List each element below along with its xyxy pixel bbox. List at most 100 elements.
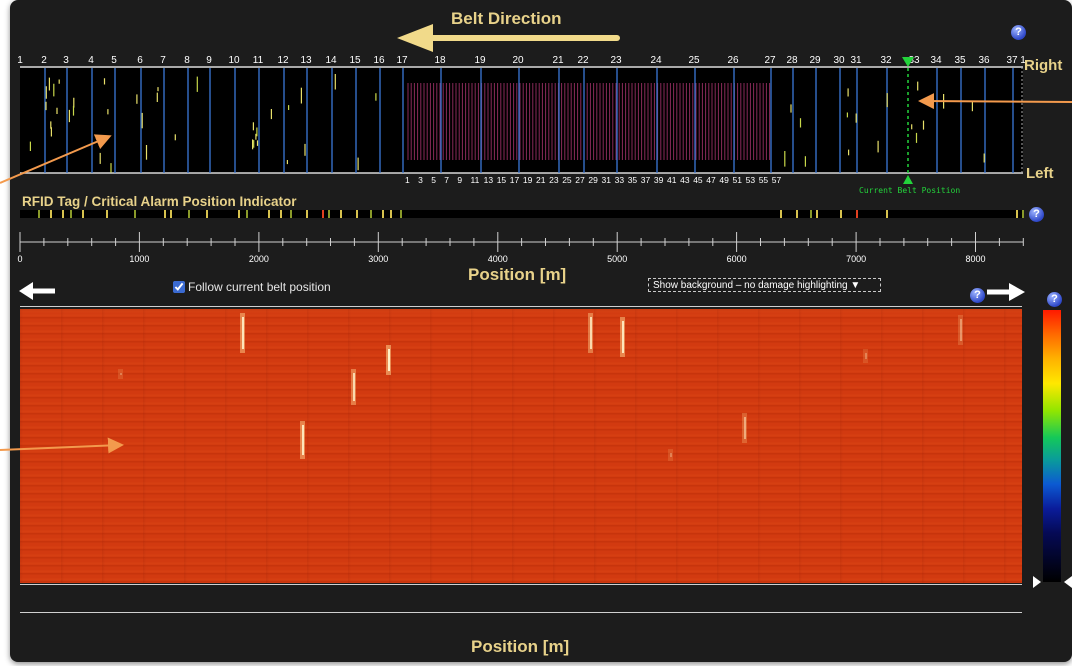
background-mode-select[interactable]: Show background – no damage highlighting…: [648, 278, 881, 292]
segment-number: 6: [137, 55, 143, 66]
rfid-tag-marker: [390, 210, 392, 218]
help-icon[interactable]: ?: [1047, 292, 1062, 307]
segment-number: 15: [349, 55, 361, 66]
scroll-left-arrow-icon[interactable]: [19, 281, 57, 301]
segment-number: 37: [1006, 55, 1018, 66]
splice-number: 29: [588, 175, 598, 185]
rfid-tag-marker: [356, 210, 358, 218]
splice-number: 37: [641, 175, 651, 185]
rfid-tag-marker: [164, 210, 166, 218]
belt-direction-arrow-icon: [397, 24, 620, 52]
follow-checkbox[interactable]: [173, 281, 185, 293]
axis-tick-label: 2000: [249, 254, 269, 264]
follow-checkbox-label: Follow current belt position: [188, 280, 331, 294]
rfid-tag-marker: [206, 210, 208, 218]
segment-number: 34: [930, 55, 942, 66]
splice-number: 21: [536, 175, 546, 185]
splice-number: 51: [733, 175, 743, 185]
damage-streak: [388, 349, 390, 371]
help-icon[interactable]: ?: [1011, 25, 1026, 40]
segment-number: 25: [688, 55, 700, 66]
rfid-tag-marker: [780, 210, 782, 218]
splice-number: 13: [484, 175, 494, 185]
current-position-marker-icon: [902, 57, 914, 67]
segment-number: 28: [786, 55, 798, 66]
axis-tick-label: 6000: [727, 254, 747, 264]
rfid-indicator-title: RFID Tag / Critical Alarm Position Indic…: [22, 194, 297, 209]
damage-streak-glow: [958, 315, 963, 345]
segment-number: 11: [253, 55, 264, 66]
annotation-arrow-heatmap: [0, 437, 124, 454]
splice-number: 9: [457, 175, 462, 185]
damage-streak: [590, 317, 592, 349]
color-scale-bar: [1043, 310, 1061, 582]
segment-number: 21: [552, 55, 564, 66]
belt-damage-heatmap[interactable]: [20, 309, 1022, 583]
rfid-tag-marker: [70, 210, 72, 218]
segment-number: 24: [650, 55, 662, 66]
rfid-tag-marker: [50, 210, 52, 218]
splice-number: 23: [549, 175, 559, 185]
splice-number: 7: [444, 175, 449, 185]
belt-monitor-panel: Belt Direction ? 1 2 3 4 5 6 7 8 9 10 11 12 13 14 15 16…: [10, 0, 1072, 662]
segment-number: 16: [373, 55, 385, 66]
segment-number: 32: [880, 55, 892, 66]
rfid-tag-marker: [290, 210, 292, 218]
heatmap-bottom-divider: [20, 584, 1022, 585]
annotation-arrow-segments: [0, 134, 112, 184]
rfid-tag-marker: [796, 210, 798, 218]
belt-segment-overview: 1 2 3 4 5 6 7 8 9 10 11 12 13 14 15 16 17 18 19 20 21 22 23 24 2…: [17, 55, 1026, 185]
axis-tick-label: 0: [17, 254, 22, 264]
belt-direction-label: Belt Direction: [451, 9, 562, 28]
splice-number: 1: [405, 175, 410, 185]
rfid-tag-marker: [840, 210, 842, 218]
rfid-tag-marker: [370, 210, 372, 218]
segment-number: 29: [809, 55, 821, 66]
axis-tick-label: 4000: [488, 254, 508, 264]
damage-streak: [353, 373, 355, 401]
rfid-tag-marker: [238, 210, 240, 218]
rfid-tag-marker: [38, 210, 40, 218]
splice-number: 57: [772, 175, 782, 185]
splice-number: 19: [523, 175, 533, 185]
splice-number: 33: [615, 175, 625, 185]
segment-number: 9: [206, 55, 212, 66]
position-axis-line: [20, 612, 1022, 613]
colorbar-slider-icon[interactable]: [1033, 576, 1072, 588]
splice-number: 53: [746, 175, 756, 185]
current-position-marker-icon: [903, 175, 913, 184]
annotation-arrow-current-position: [918, 93, 1072, 110]
rfid-tag-marker: [268, 210, 270, 218]
segment-number: 8: [184, 55, 190, 66]
damage-position-axis-label: Position [m]: [471, 637, 570, 656]
segment-number: 3: [63, 55, 69, 66]
rfid-track: [20, 210, 1023, 218]
rfid-tag-marker: [816, 210, 818, 218]
splice-number: 47: [706, 175, 716, 185]
rfid-position-indicator: 0 1000 2000 3000 4000 5000 6000 7000 8000: [17, 210, 1024, 264]
segment-number: 35: [954, 55, 966, 66]
scroll-right-arrow-icon[interactable]: [985, 282, 1025, 302]
axis-tick-label: 5000: [607, 254, 627, 264]
follow-current-position-toggle[interactable]: Follow current belt position: [173, 280, 331, 294]
axis-tick-label: 7000: [846, 254, 866, 264]
splice-number: 55: [759, 175, 769, 185]
splice-number: 45: [693, 175, 703, 185]
rfid-tag-marker: [62, 210, 64, 218]
segment-number: 27: [764, 55, 776, 66]
rfid-tag-marker: [1016, 210, 1018, 218]
splice-number: 15: [497, 175, 507, 185]
segment-number: 4: [88, 55, 94, 66]
rfid-tag-marker: [810, 210, 812, 218]
rfid-tag-marker: [306, 210, 308, 218]
help-icon[interactable]: ?: [970, 288, 985, 303]
belt-side-left-label: Left: [1026, 165, 1054, 182]
help-icon[interactable]: ?: [1029, 207, 1044, 222]
segment-number: 10: [228, 55, 240, 66]
segment-number: 14: [325, 55, 337, 66]
splice-number: 31: [602, 175, 612, 185]
rfid-tag-marker: [188, 210, 190, 218]
splice-number: 35: [628, 175, 638, 185]
background-mode-value: Show background – no damage highlighting: [653, 280, 848, 291]
